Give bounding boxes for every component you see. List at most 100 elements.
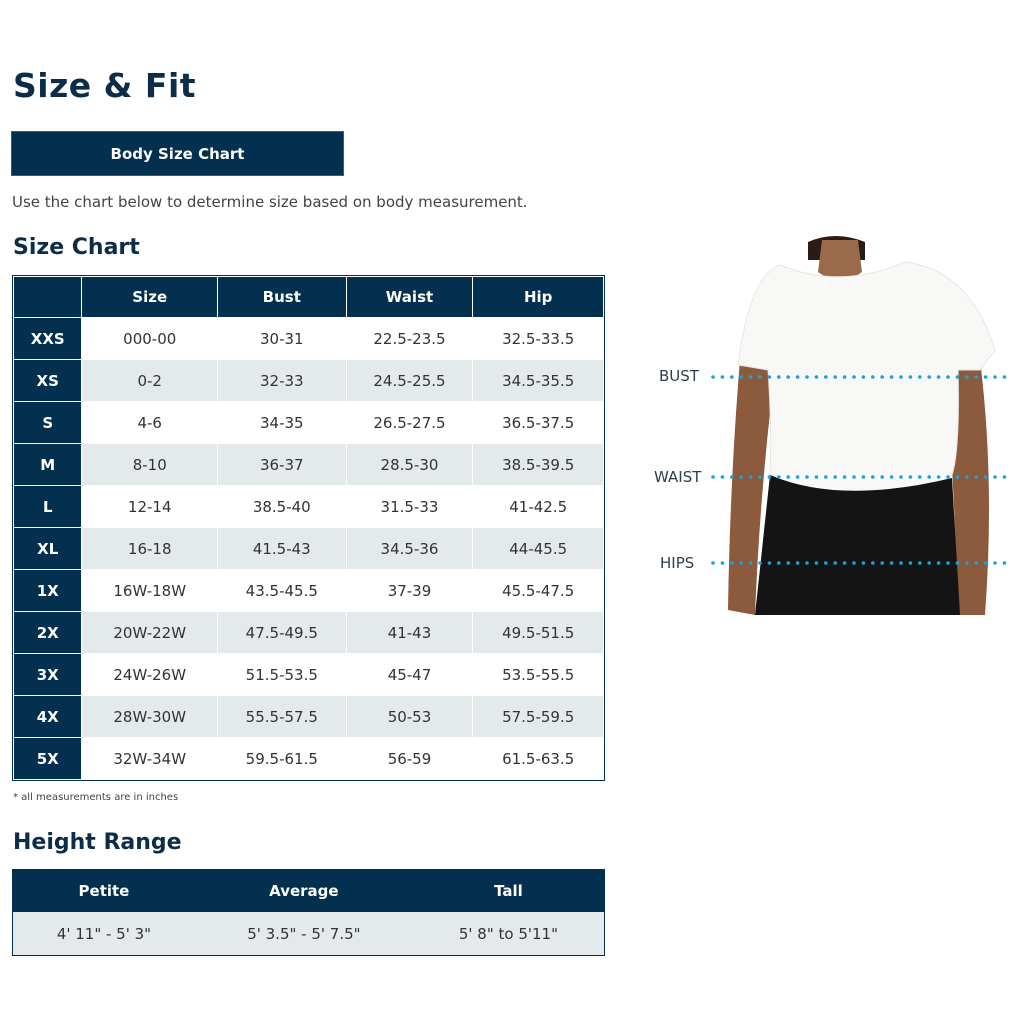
- measurement-dot: [777, 375, 781, 379]
- measurement-dot: [936, 561, 941, 565]
- measurement-dot: [711, 561, 715, 565]
- measurement-dot: [833, 561, 837, 565]
- table-cell: 61.5-63.5: [472, 737, 604, 780]
- size-chart-col-header: [12, 276, 83, 318]
- measurement-dot: [974, 475, 978, 479]
- table-cell: 43.5-45.5: [216, 569, 347, 612]
- measurement-dot: [993, 561, 997, 565]
- size-label-cell: XXS: [12, 317, 83, 360]
- table-cell: 32-33: [216, 359, 347, 402]
- size-label-cell: L: [12, 485, 83, 528]
- measurement-dot: [767, 561, 772, 565]
- table-cell: 12-14: [81, 485, 218, 528]
- measurement-dot: [871, 375, 875, 379]
- measurement-dot: [889, 475, 894, 479]
- measurement-dot: [805, 375, 809, 379]
- table-cell: 4-6: [81, 401, 218, 444]
- measurement-dot: [983, 475, 988, 479]
- size-label-cell: S: [12, 401, 83, 444]
- size-label-cell: M: [12, 443, 83, 486]
- model-illustration: [728, 236, 996, 615]
- measurement-dot: [814, 561, 819, 565]
- table-cell: 45.5-47.5: [472, 569, 604, 612]
- table-cell: 41-43: [345, 611, 474, 654]
- table-cell: 41.5-43: [216, 527, 347, 570]
- height-col-petite: Petite: [13, 870, 195, 912]
- measurement-dot: [720, 475, 725, 479]
- measurement-dot: [814, 375, 819, 379]
- table-cell: 50-53: [345, 695, 474, 738]
- height-range-table: Petite Average Tall 4' 11" - 5' 3" 5' 3.…: [12, 869, 605, 956]
- table-cell: 34-35: [216, 401, 347, 444]
- measurement-dot: [758, 375, 762, 379]
- measurement-dot: [936, 375, 941, 379]
- measurement-dot: [814, 475, 819, 479]
- table-cell: 16W-18W: [81, 569, 218, 612]
- measurement-dot: [927, 561, 931, 565]
- measurement-dot: [795, 561, 800, 565]
- measurement-dot: [730, 475, 734, 479]
- measurement-dot: [777, 475, 781, 479]
- measurement-dot: [786, 375, 790, 379]
- measurement-dot: [748, 375, 753, 379]
- measurement-dot: [861, 561, 866, 565]
- measurement-dot: [993, 375, 997, 379]
- measurement-dot: [880, 475, 884, 479]
- table-row: M 8-10 36-37 28.5-30 38.5-39.5: [12, 443, 604, 486]
- measurement-dot: [730, 561, 734, 565]
- measurement-dot: [758, 475, 762, 479]
- measurement-dot: [965, 475, 969, 479]
- body-size-chart-button[interactable]: Body Size Chart: [11, 131, 344, 176]
- measurement-dot: [936, 475, 941, 479]
- measurement-dot: [946, 561, 950, 565]
- measurement-dot: [955, 375, 960, 379]
- height-col-tall: Tall: [412, 870, 604, 912]
- table-cell: 34.5-35.5: [472, 359, 604, 402]
- measurement-dot: [880, 375, 884, 379]
- bust-label: BUST: [659, 367, 699, 385]
- measurement-dot: [974, 375, 978, 379]
- measurement-dot: [965, 375, 969, 379]
- height-col-average: Average: [194, 870, 413, 912]
- table-row: 5X 32W-34W 59.5-61.5 56-59 61.5-63.5: [12, 737, 604, 780]
- size-label-cell: 5X: [12, 737, 83, 780]
- size-chart-table: Size Bust Waist Hip XXS 000-00 30-31 22.5-23.5…: [12, 275, 605, 781]
- table-cell: 36-37: [216, 443, 347, 486]
- measurement-dot: [730, 375, 734, 379]
- size-label-cell: 3X: [12, 653, 83, 696]
- measurement-dot: [965, 561, 969, 565]
- table-cell: 22.5-23.5: [345, 317, 474, 360]
- size-chart-heading: Size Chart: [13, 235, 140, 260]
- measurement-dot: [739, 475, 743, 479]
- measurement-dot: [927, 475, 931, 479]
- measurement-dot: [786, 475, 790, 479]
- table-cell: 31.5-33: [345, 485, 474, 528]
- table-row: S 4-6 34-35 26.5-27.5 36.5-37.5: [12, 401, 604, 444]
- measurement-dot: [842, 375, 847, 379]
- table-cell: 47.5-49.5: [216, 611, 347, 654]
- table-row: 3X 24W-26W 51.5-53.5 45-47 53.5-55.5: [12, 653, 604, 696]
- measurement-dot: [758, 561, 762, 565]
- measurement-dot: [767, 375, 772, 379]
- table-cell: 38.5-39.5: [472, 443, 604, 486]
- table-cell: 26.5-27.5: [345, 401, 474, 444]
- measurement-dot: [908, 561, 913, 565]
- measurement-dot: [852, 375, 856, 379]
- measurement-dot: [824, 375, 828, 379]
- table-cell: 44-45.5: [472, 527, 604, 570]
- measurement-dot: [720, 375, 725, 379]
- table-cell: 16-18: [81, 527, 218, 570]
- table-cell: 51.5-53.5: [216, 653, 347, 696]
- body-measurement-figure: BUST WAIST HIPS: [640, 230, 1024, 630]
- measurement-dot: [842, 561, 847, 565]
- measurement-dot: [1002, 475, 1007, 479]
- measurement-dot: [852, 475, 856, 479]
- table-cell: 53.5-55.5: [472, 653, 604, 696]
- measurement-dot: [833, 375, 837, 379]
- height-average-value: 5' 3.5" - 5' 7.5": [194, 912, 413, 955]
- waist-label: WAIST: [654, 468, 702, 486]
- size-chart-col-header: Size: [81, 276, 218, 318]
- table-cell: 56-59: [345, 737, 474, 780]
- table-cell: 28.5-30: [345, 443, 474, 486]
- measurement-dot: [1002, 375, 1007, 379]
